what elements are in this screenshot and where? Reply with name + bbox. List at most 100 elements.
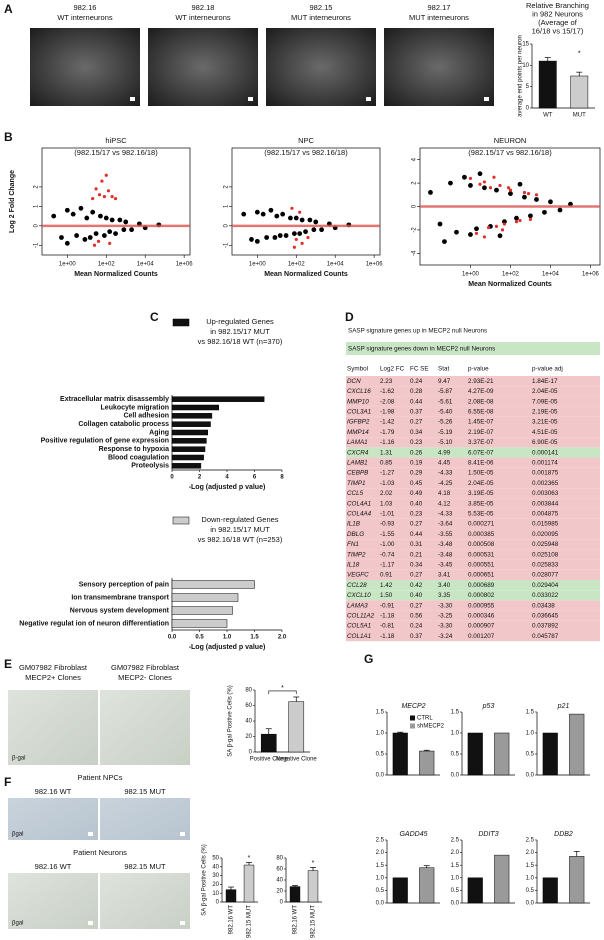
chart-subtitle: (982.15/17 vs 982.16/18) <box>468 148 552 157</box>
table-cell: 0.000802 <box>468 592 495 599</box>
table-header: FC SE <box>410 366 429 373</box>
point <box>528 217 533 221</box>
point <box>64 240 70 246</box>
x-tick-label: 0.0 <box>168 635 177 641</box>
point <box>518 218 522 223</box>
table-cell: 2.04E-05 <box>468 480 494 487</box>
table-row <box>346 488 600 499</box>
image-caption: 982.16 <box>74 3 97 12</box>
x-tick-label: MUT <box>573 113 586 119</box>
bar <box>171 580 255 589</box>
y-tick-label: 20 <box>245 734 252 740</box>
table-cell: TIMP2 <box>347 551 366 558</box>
table-row <box>346 549 600 560</box>
table-row <box>346 580 600 591</box>
table-cell: 0.003844 <box>532 500 559 507</box>
y-tick-label: 40 <box>212 864 219 870</box>
legend-swatch <box>410 715 415 721</box>
point <box>274 213 280 219</box>
y-tick-label: Aging <box>149 429 169 436</box>
image-caption: 982.16 WT <box>35 862 72 871</box>
table-cell: COL5A1 <box>347 623 371 630</box>
table-cell: 0.000907 <box>468 623 495 630</box>
point <box>494 187 499 193</box>
table-cell: 0.40 <box>410 500 423 507</box>
table-cell: 0.045787 <box>532 633 559 640</box>
table-row <box>346 529 600 540</box>
table-row <box>346 498 600 509</box>
point <box>290 206 294 210</box>
y-tick-label: 0 <box>526 106 530 112</box>
image-heading: Patient NPCs <box>77 773 122 782</box>
table-cell: 0.003063 <box>532 490 559 497</box>
point <box>497 233 503 239</box>
point <box>534 197 539 202</box>
point <box>117 217 123 223</box>
panel-label: E <box>4 657 12 671</box>
micrograph <box>8 798 98 840</box>
significance: * <box>248 855 251 862</box>
point <box>468 176 473 181</box>
table-cell: IL18 <box>347 561 360 568</box>
y-tick-label: 0.5 <box>451 888 460 894</box>
table-cell: 1.45E-07 <box>468 419 494 426</box>
micrograph <box>100 690 190 765</box>
chart-title: NEURON <box>494 136 527 145</box>
legend-swatch <box>172 318 190 327</box>
x-tick-label: 1e+00 <box>59 262 77 268</box>
chart-subtitle: (982.15/17 vs 982.16/18) <box>74 148 158 157</box>
point <box>448 180 453 186</box>
y-tick-label: -4 <box>412 250 418 256</box>
point <box>557 207 563 213</box>
y-tick-label: 0.5 <box>376 752 385 758</box>
x-tick-label: 1e+04 <box>137 262 155 268</box>
table-row <box>346 569 600 580</box>
point <box>264 235 270 240</box>
y-tick-label: 0 <box>249 750 253 756</box>
x-axis-label: Mean Normalized Counts <box>74 271 158 278</box>
point <box>110 195 114 199</box>
table-row <box>346 376 600 387</box>
scale-bar <box>180 832 185 836</box>
point <box>121 227 127 233</box>
y-tick-label: 1.5 <box>451 863 460 869</box>
point <box>78 205 84 211</box>
chart-title: GADD45 <box>399 831 427 838</box>
point <box>482 185 487 191</box>
table-cell: 3.41 <box>438 572 451 579</box>
table-cell: 0.85 <box>380 459 393 466</box>
y-tick-label: 20 <box>212 882 219 888</box>
bar <box>171 606 233 615</box>
table-cell: 3.35 <box>438 592 451 599</box>
point <box>98 213 103 219</box>
bar <box>392 877 408 904</box>
micrograph <box>100 798 190 840</box>
table-cell: FN1 <box>347 541 359 548</box>
y-tick-label: 4 <box>412 157 418 161</box>
table-cell: 6.07E-07 <box>468 449 494 456</box>
x-axis-label: Mean Normalized Counts <box>264 271 348 278</box>
table-cell: 0.001875 <box>532 470 559 477</box>
table-cell: -0.81 <box>380 623 395 630</box>
point <box>482 180 487 184</box>
bar <box>467 877 483 904</box>
point <box>102 195 106 199</box>
y-tick-label: 1 <box>224 204 230 208</box>
y-tick-label: 30 <box>212 873 219 879</box>
table-cell: -4.33 <box>438 510 453 517</box>
table-cell: 4.27E-09 <box>468 388 494 395</box>
point <box>91 196 95 201</box>
scale-bar <box>88 832 93 836</box>
point <box>517 181 523 187</box>
bar <box>542 732 558 776</box>
table-cell: 0.000551 <box>468 561 495 568</box>
table-cell: -1.27 <box>380 470 395 477</box>
point <box>506 186 511 190</box>
y-tick-label: 2.5 <box>526 838 535 844</box>
chart-title: 16/18 vs 15/17) <box>532 26 584 35</box>
table-row <box>346 508 600 519</box>
table-row <box>346 620 600 631</box>
significance-bracket <box>268 690 297 694</box>
y-axis-label: Log 2 Fold Change <box>9 170 16 233</box>
point <box>522 194 527 200</box>
